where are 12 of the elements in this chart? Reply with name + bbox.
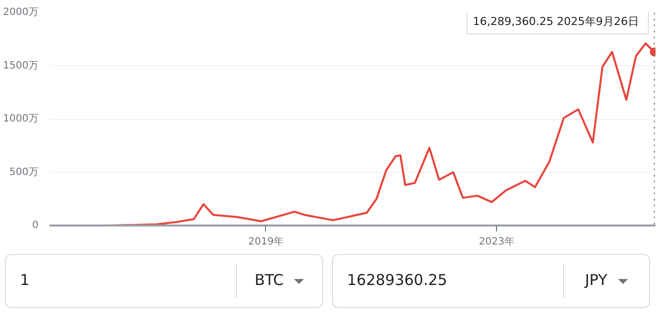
text: JPY <box>583 270 608 292</box>
text: 1 <box>19 270 31 292</box>
y-tick-label: 0 <box>32 220 39 231</box>
text: 16289360.25 <box>346 270 448 292</box>
y-tick-label: 2000万 <box>3 7 39 18</box>
y-tick-label: 1000万 <box>3 114 39 124</box>
y-tick-label: 1500万 <box>3 60 39 72</box>
x-tick-label: 2019年 <box>248 236 284 248</box>
x-tick-label: 2023年 <box>478 236 514 248</box>
text: BTC <box>254 270 285 292</box>
y-tick-label: 500万 <box>9 166 39 178</box>
annotation: 16,289,360.25 2025年9月26日 <box>472 15 639 28</box>
